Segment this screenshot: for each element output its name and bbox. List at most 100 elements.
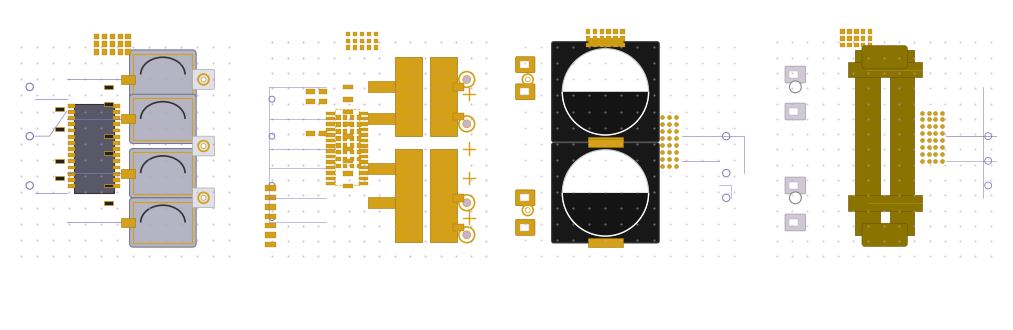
Bar bbox=[126, 50, 131, 55]
Bar bbox=[345, 46, 350, 50]
Bar bbox=[848, 62, 922, 78]
Bar bbox=[360, 139, 368, 142]
Bar bbox=[134, 53, 192, 95]
Bar bbox=[357, 136, 362, 141]
Bar bbox=[593, 36, 597, 41]
Bar bbox=[368, 114, 395, 124]
Bar bbox=[360, 133, 368, 137]
FancyBboxPatch shape bbox=[785, 66, 805, 83]
FancyBboxPatch shape bbox=[552, 143, 659, 243]
Bar bbox=[367, 46, 371, 50]
Bar bbox=[68, 159, 75, 163]
Bar bbox=[349, 136, 355, 141]
Circle shape bbox=[789, 81, 801, 93]
Bar bbox=[353, 39, 358, 43]
Circle shape bbox=[562, 150, 648, 236]
Bar bbox=[55, 159, 64, 163]
Circle shape bbox=[463, 120, 471, 128]
Bar bbox=[593, 43, 597, 48]
Bar bbox=[600, 43, 604, 48]
Bar bbox=[343, 122, 347, 127]
Bar bbox=[589, 239, 623, 247]
Bar bbox=[854, 36, 858, 41]
Bar bbox=[113, 153, 120, 157]
Bar bbox=[360, 122, 368, 126]
Bar bbox=[360, 182, 368, 185]
Bar bbox=[134, 98, 192, 140]
Bar bbox=[349, 164, 355, 168]
Bar bbox=[357, 150, 362, 154]
Bar bbox=[326, 177, 335, 180]
Bar bbox=[345, 39, 350, 43]
Wedge shape bbox=[562, 92, 648, 135]
Bar bbox=[367, 32, 371, 36]
FancyBboxPatch shape bbox=[862, 46, 908, 69]
Bar bbox=[118, 42, 123, 47]
Bar bbox=[345, 32, 350, 36]
Bar bbox=[861, 43, 865, 48]
Bar bbox=[357, 129, 362, 134]
Bar bbox=[113, 135, 120, 139]
Bar bbox=[68, 178, 75, 182]
Bar bbox=[104, 134, 113, 138]
Bar bbox=[326, 155, 335, 158]
FancyBboxPatch shape bbox=[785, 214, 805, 231]
Circle shape bbox=[459, 195, 475, 211]
Circle shape bbox=[202, 144, 206, 149]
Bar bbox=[430, 148, 457, 242]
Bar bbox=[367, 39, 371, 43]
FancyBboxPatch shape bbox=[192, 70, 215, 89]
Bar bbox=[121, 75, 135, 84]
Bar bbox=[343, 115, 347, 120]
Bar bbox=[104, 201, 113, 205]
Bar bbox=[343, 136, 347, 141]
Wedge shape bbox=[562, 193, 648, 236]
Bar bbox=[586, 29, 591, 34]
Bar bbox=[68, 153, 75, 157]
Bar bbox=[360, 32, 365, 36]
Bar bbox=[360, 160, 368, 164]
Bar bbox=[847, 36, 852, 41]
Bar bbox=[68, 122, 75, 126]
Bar bbox=[854, 43, 858, 48]
Bar bbox=[264, 195, 276, 200]
Bar bbox=[357, 143, 362, 148]
Bar bbox=[326, 133, 335, 137]
Bar bbox=[374, 46, 378, 50]
Bar bbox=[94, 42, 99, 47]
Bar bbox=[368, 82, 395, 92]
Bar bbox=[343, 85, 354, 89]
Bar bbox=[343, 159, 354, 163]
Bar bbox=[360, 117, 368, 120]
Bar bbox=[868, 36, 872, 41]
Bar bbox=[349, 157, 355, 161]
Bar bbox=[453, 83, 464, 90]
FancyBboxPatch shape bbox=[130, 148, 197, 198]
Bar bbox=[319, 131, 327, 136]
Bar bbox=[336, 129, 340, 134]
Circle shape bbox=[202, 195, 206, 200]
Bar bbox=[395, 148, 422, 242]
Bar bbox=[360, 155, 368, 158]
Bar bbox=[374, 32, 378, 36]
Bar bbox=[343, 97, 354, 102]
Bar bbox=[113, 110, 120, 114]
Bar bbox=[336, 157, 340, 161]
Bar bbox=[121, 115, 135, 123]
Bar bbox=[586, 43, 591, 48]
FancyBboxPatch shape bbox=[785, 177, 805, 194]
Bar bbox=[264, 223, 276, 228]
Bar bbox=[74, 104, 113, 193]
Bar bbox=[360, 46, 365, 50]
Bar bbox=[326, 182, 335, 185]
Bar bbox=[307, 89, 315, 94]
Bar bbox=[68, 172, 75, 176]
Bar bbox=[600, 29, 604, 34]
Bar bbox=[336, 122, 340, 127]
Bar bbox=[349, 143, 355, 148]
Bar bbox=[113, 172, 120, 176]
Bar bbox=[343, 122, 354, 126]
Bar bbox=[264, 214, 276, 219]
Bar bbox=[349, 122, 355, 127]
Bar bbox=[353, 46, 358, 50]
